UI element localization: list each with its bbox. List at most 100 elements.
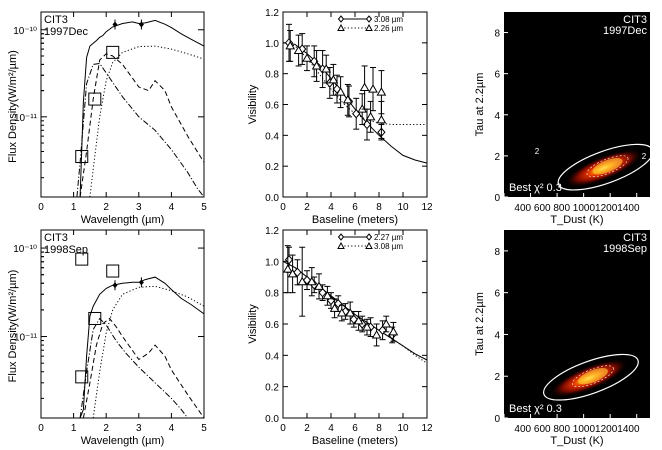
- vis-xlabel: Baseline (meters): [312, 214, 398, 226]
- vis-triangle-point: [376, 114, 387, 124]
- map-xtick-labels: 400 600 800 100012001400: [514, 424, 640, 435]
- sed-photometry-square: [75, 370, 89, 384]
- sed-photometry-square: [88, 311, 102, 325]
- sed-photometry-square: [75, 252, 89, 266]
- vis-triangle-point: [329, 303, 340, 312]
- vis-triangle-point: [345, 308, 356, 317]
- vis-xtick-label: 4: [328, 423, 334, 434]
- sed-flux-diamond: [112, 21, 118, 28]
- map-ytick-label: 2: [494, 372, 500, 383]
- vis-ytick-label: 0.0: [265, 193, 279, 204]
- map-ytick-label: 2: [494, 152, 500, 163]
- map-best-chi2-label: Best χ² 0.3: [509, 403, 562, 415]
- map-ytick-label: 0: [494, 414, 500, 425]
- sed-xtick-label: 0: [38, 202, 44, 213]
- vis-ytick-label: 0.6: [265, 320, 279, 331]
- sed-flux-diamond: [138, 279, 144, 286]
- sed-axes-frame: [40, 229, 205, 419]
- chi2-contour-inner: [586, 155, 629, 177]
- vis-ytick-label: 1.0: [265, 257, 279, 268]
- chi2-contour: [543, 353, 639, 401]
- sed-xtick-label: 0: [38, 423, 44, 434]
- chi2-heat-core: [592, 157, 623, 175]
- map-best-chi2-label: Best χ² 0.3: [509, 182, 562, 194]
- chi2-contour-inner: [572, 365, 614, 388]
- vis-ytick-label: 0.4: [265, 351, 279, 362]
- vis-ylabel: Visibility: [247, 304, 259, 344]
- vis-ylabel: Visibility: [247, 84, 259, 124]
- sed-xtick-label: 1: [71, 202, 77, 213]
- vis-xtick-label: 8: [376, 423, 382, 434]
- vis-triangle-point: [365, 111, 376, 121]
- vis-xtick-label: 0: [280, 423, 286, 434]
- sed-object-label: CIT3: [44, 232, 68, 244]
- vis-model-solid: [282, 260, 428, 361]
- vis-legend-marker: [365, 241, 373, 249]
- vis-triangle-point: [306, 276, 317, 286]
- vis-xtick-label: 10: [397, 202, 409, 213]
- vis-axes-frame: [282, 11, 428, 198]
- vis-triangle-point: [287, 268, 298, 278]
- vis-triangle-point: [321, 64, 332, 73]
- vis-legend-label: 2.26 µm: [374, 24, 403, 33]
- vis-xtick-label: 4: [328, 202, 334, 213]
- vis-triangle-point: [362, 322, 372, 331]
- sed-ylabel: Flux Density(W/m²/µm): [7, 270, 19, 383]
- chi2-heat-core: [577, 368, 608, 385]
- map-epoch-label: 1997Dec: [603, 25, 648, 37]
- sed-ytick-label: 10⁻¹¹: [14, 113, 38, 124]
- sed-xtick-label: 3: [136, 423, 142, 434]
- vis-triangle-point: [293, 45, 304, 55]
- vis-xtick-label: 2: [304, 423, 310, 434]
- sed-xtick-label: 5: [201, 423, 207, 434]
- sed-xtick-label: 2: [103, 423, 109, 434]
- vis-triangle-point: [342, 94, 353, 104]
- sed-ytick-label: 10⁻¹¹: [14, 333, 38, 344]
- vis-xtick-label: 8: [376, 202, 382, 213]
- chi2-contour: [557, 143, 654, 191]
- vis-triangle-point: [297, 276, 308, 286]
- vis-legend-marker: [337, 241, 345, 249]
- vis-ytick-label: 0.8: [265, 289, 279, 300]
- vis-xlabel: Baseline (meters): [312, 435, 398, 447]
- sed-epoch-label: 1998Sep: [44, 244, 88, 256]
- chi2-contour-label: 2: [535, 147, 540, 156]
- vis-legend-label: 3.08 µm: [374, 15, 403, 24]
- visibility-panel-0: 0 2 4 6 8 10 12 0.0 0.2 0.4 0.6 0.8 1.0 1.2 Baseline (…: [247, 8, 433, 226]
- map-ylabel: Tau at 2.2µm: [474, 292, 486, 356]
- vis-legend-marker: [365, 15, 373, 23]
- vis-triangle-point: [314, 281, 324, 290]
- vis-triangle-point: [371, 329, 382, 339]
- chi2-contour-label: 2: [642, 152, 647, 161]
- sed-xtick-label: 5: [201, 202, 207, 213]
- map-ytick-label: 6: [494, 70, 500, 81]
- vis-model-dotted: [282, 260, 428, 364]
- sed-model-dotted: [89, 45, 205, 198]
- sed-xlabel: Wavelength (µm): [81, 214, 165, 226]
- sed-xtick-label: 4: [169, 202, 175, 213]
- map-ylabel: Tau at 2.2µm: [474, 73, 486, 137]
- sed-flux-diamond: [112, 282, 118, 289]
- sed-photometry-square: [88, 92, 102, 106]
- vis-triangle-point: [328, 74, 339, 84]
- sed-ytick-label: 10⁻¹⁰: [13, 244, 37, 255]
- map-ytick-label: 6: [494, 289, 500, 300]
- sed-photometry-square: [75, 150, 89, 164]
- vis-triangle-point: [353, 315, 364, 325]
- vis-ytick-label: 0.2: [265, 162, 279, 173]
- vis-xtick-label: 0: [280, 202, 286, 213]
- vis-ytick-label: 0.6: [265, 101, 279, 112]
- sed-panel-0: 0 1 2 3 4 5 10⁻¹¹ 10⁻¹⁰ Wavelength (µm) Flux Dens…: [7, 11, 207, 226]
- map-xlabel: T_Dust (K): [550, 435, 603, 447]
- map-xlabel: T_Dust (K): [550, 214, 603, 226]
- sed-model-dashdot: [76, 62, 205, 198]
- sed-object-label: CIT3: [44, 14, 68, 26]
- sed-model-dashed: [79, 53, 205, 198]
- sed-xtick-label: 4: [169, 423, 175, 434]
- sed-ylabel: Flux Density(W/m²/µm): [7, 50, 19, 163]
- vis-diamond-point: [318, 287, 327, 298]
- vis-xtick-label: 12: [421, 202, 433, 213]
- vis-xtick-label: 10: [397, 423, 409, 434]
